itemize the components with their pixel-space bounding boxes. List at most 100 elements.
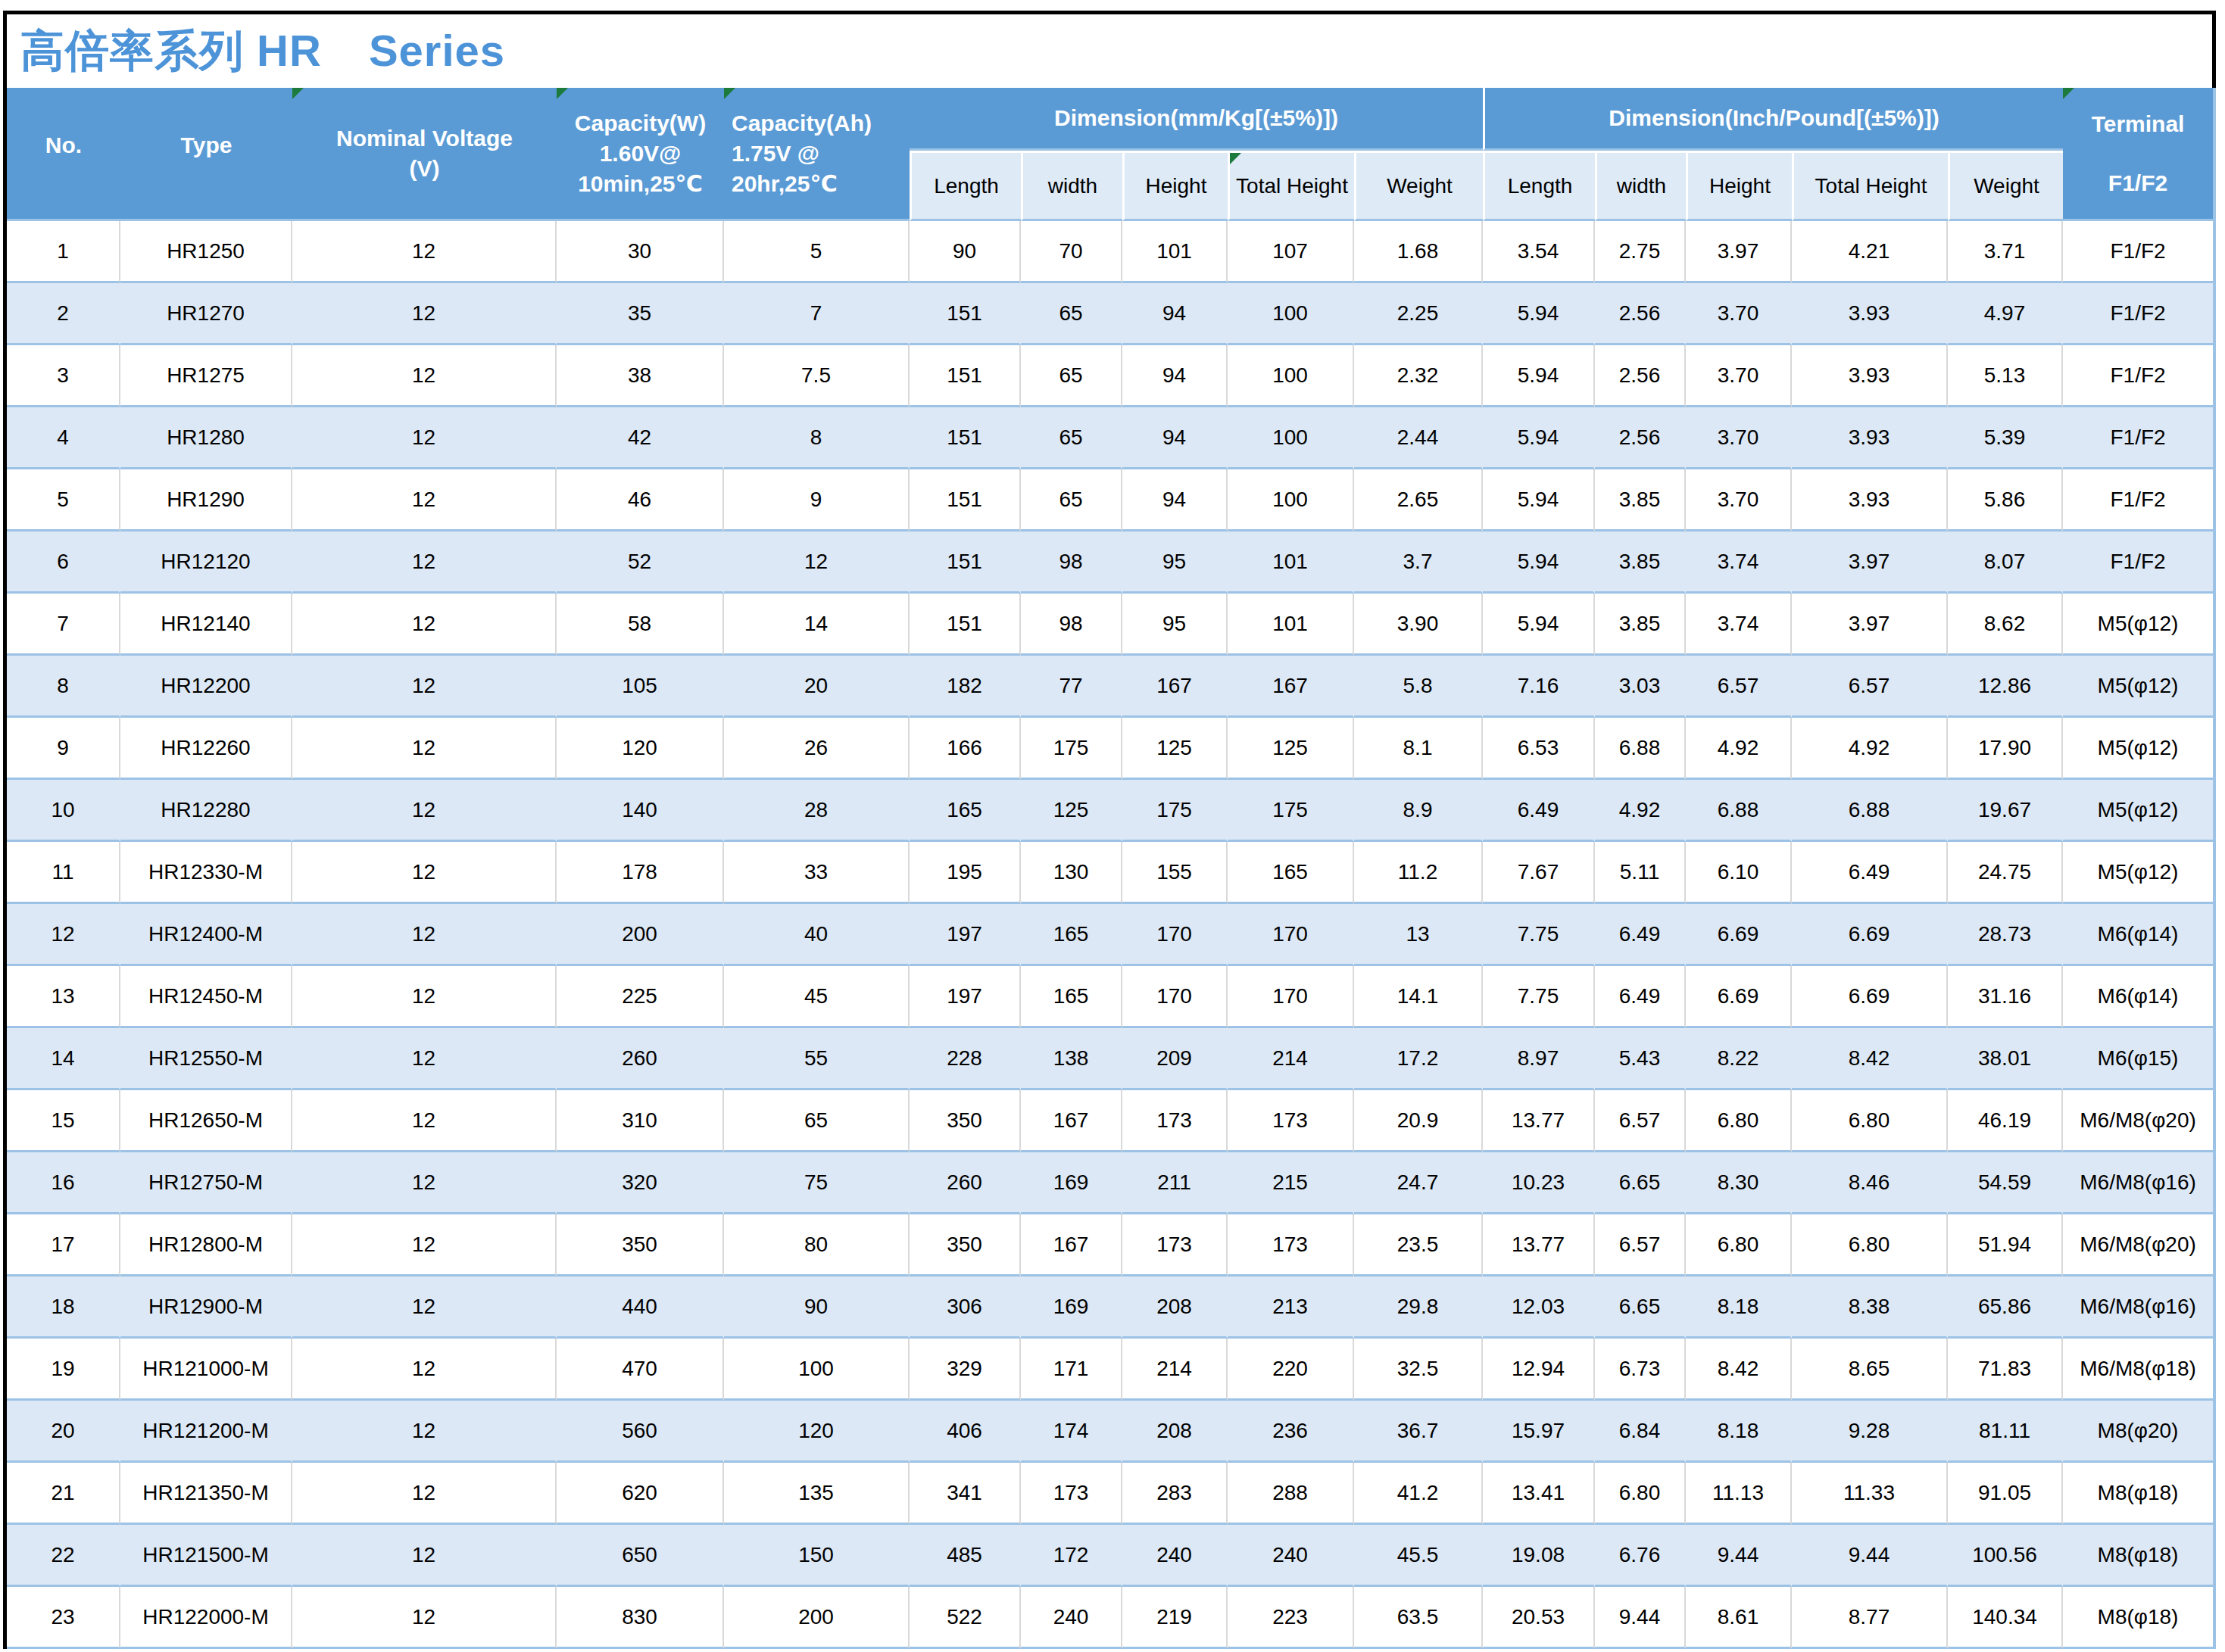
cell-nominal-voltage: 12	[292, 1276, 557, 1339]
cell-capacity-w: 620	[557, 1463, 724, 1525]
col-header-no: No.	[7, 88, 120, 221]
group-header-row: No. Type Nominal Voltage (V) Capacity(W)…	[7, 88, 2213, 151]
cell-length-mm: 406	[910, 1401, 1021, 1463]
cell-terminal: M5(φ12)	[2063, 718, 2213, 780]
cell-length-mm: 329	[910, 1339, 1021, 1401]
table-row: 16HR12750-M123207526016921121524.710.236…	[7, 1152, 2213, 1214]
cell-capacity-w: 310	[557, 1090, 724, 1152]
cell-type: HR122000-M	[120, 1587, 292, 1649]
cell-terminal: M5(φ12)	[2063, 656, 2213, 718]
cell-no: 15	[7, 1090, 120, 1152]
cell-capacity-ah: 80	[724, 1214, 910, 1276]
cell-capacity-w: 38	[557, 345, 724, 407]
cell-weight-pound: 31.16	[1948, 966, 2063, 1028]
cell-type: HR12650-M	[120, 1090, 292, 1152]
cell-length-mm: 341	[910, 1463, 1021, 1525]
table-row: 17HR12800-M123508035016717317323.513.776…	[7, 1214, 2213, 1276]
cell-no: 5	[7, 469, 120, 531]
cell-width-inch: 6.57	[1595, 1090, 1686, 1152]
cell-total-height-inch: 8.38	[1792, 1276, 1948, 1339]
cell-weight-pound: 5.39	[1948, 407, 2063, 469]
col-header-capacity-w: Capacity(W) 1.60V@ 10min,25℃	[557, 88, 724, 221]
cell-width-inch: 5.43	[1595, 1028, 1686, 1090]
cell-length-inch: 13.41	[1483, 1463, 1595, 1525]
cell-terminal: M5(φ12)	[2063, 594, 2213, 656]
cell-capacity-ah: 55	[724, 1028, 910, 1090]
cell-weight-kg: 32.5	[1354, 1339, 1483, 1401]
cell-height-mm: 101	[1122, 221, 1228, 283]
error-indicator-icon	[1230, 153, 1241, 164]
cell-total-height-mm: 236	[1228, 1401, 1354, 1463]
cell-total-height-mm: 170	[1228, 904, 1354, 966]
cell-no: 18	[7, 1276, 120, 1339]
cell-type: HR12900-M	[120, 1276, 292, 1339]
cell-total-height-mm: 100	[1228, 345, 1354, 407]
cell-width-inch: 4.92	[1595, 780, 1686, 842]
cell-total-height-mm: 167	[1228, 656, 1354, 718]
cell-no: 13	[7, 966, 120, 1028]
cell-capacity-w: 46	[557, 469, 724, 531]
cell-width-inch: 6.73	[1595, 1339, 1686, 1401]
cell-width-inch: 6.65	[1595, 1276, 1686, 1339]
table-row: 3HR127512387.515165941002.325.942.563.70…	[7, 345, 2213, 407]
cell-length-inch: 7.75	[1483, 904, 1595, 966]
cell-total-height-inch: 9.28	[1792, 1401, 1948, 1463]
cell-type: HR12260	[120, 718, 292, 780]
cell-nominal-voltage: 12	[292, 1587, 557, 1649]
cell-capacity-ah: 90	[724, 1276, 910, 1339]
cell-terminal: M5(φ12)	[2063, 780, 2213, 842]
cell-total-height-mm: 288	[1228, 1463, 1354, 1525]
cell-height-inch: 6.80	[1686, 1090, 1792, 1152]
cell-height-mm: 94	[1122, 345, 1228, 407]
cell-weight-pound: 46.19	[1948, 1090, 2063, 1152]
table-row: 6HR1212012521215198951013.75.943.853.743…	[7, 531, 2213, 594]
cell-length-inch: 7.67	[1483, 842, 1595, 904]
cell-height-inch: 3.70	[1686, 407, 1792, 469]
table-row: 21HR121350-M1262013534117328328841.213.4…	[7, 1463, 2213, 1525]
cell-width-inch: 6.57	[1595, 1214, 1686, 1276]
cell-capacity-w: 42	[557, 407, 724, 469]
cell-length-inch: 5.94	[1483, 469, 1595, 531]
cell-height-inch: 3.70	[1686, 283, 1792, 345]
cell-height-mm: 211	[1122, 1152, 1228, 1214]
cell-nominal-voltage: 12	[292, 345, 557, 407]
cell-capacity-w: 225	[557, 966, 724, 1028]
cell-length-inch: 7.16	[1483, 656, 1595, 718]
col-header-total-height-inch: Total Height	[1792, 151, 1948, 221]
cell-width-inch: 2.75	[1595, 221, 1686, 283]
cell-type: HR12450-M	[120, 966, 292, 1028]
cell-height-mm: 208	[1122, 1276, 1228, 1339]
cell-weight-kg: 63.5	[1354, 1587, 1483, 1649]
cell-total-height-inch: 11.33	[1792, 1463, 1948, 1525]
col-header-total-height-mm: Total Height	[1228, 151, 1354, 221]
cell-width-mm: 77	[1021, 656, 1122, 718]
cell-no: 16	[7, 1152, 120, 1214]
title-bar: 高倍率系列 HRSeries	[7, 14, 2216, 88]
cell-nominal-voltage: 12	[292, 1028, 557, 1090]
cell-width-inch: 6.80	[1595, 1463, 1686, 1525]
cell-length-inch: 6.49	[1483, 780, 1595, 842]
cell-height-mm: 209	[1122, 1028, 1228, 1090]
cell-height-inch: 8.42	[1686, 1339, 1792, 1401]
cell-type: HR12140	[120, 594, 292, 656]
cell-height-inch: 8.22	[1686, 1028, 1792, 1090]
cell-length-mm: 197	[910, 966, 1021, 1028]
cell-width-mm: 167	[1021, 1214, 1122, 1276]
cell-width-mm: 169	[1021, 1152, 1122, 1214]
nominal-voltage-line1: Nominal Voltage	[293, 123, 556, 154]
cell-height-inch: 6.88	[1686, 780, 1792, 842]
cell-no: 17	[7, 1214, 120, 1276]
cell-height-mm: 173	[1122, 1214, 1228, 1276]
cell-height-inch: 4.92	[1686, 718, 1792, 780]
cell-weight-pound: 140.34	[1948, 1587, 2063, 1649]
cell-height-inch: 11.13	[1686, 1463, 1792, 1525]
cell-height-mm: 208	[1122, 1401, 1228, 1463]
cell-width-mm: 65	[1021, 407, 1122, 469]
cell-height-mm: 95	[1122, 531, 1228, 594]
cell-total-height-mm: 101	[1228, 531, 1354, 594]
cell-total-height-mm: 223	[1228, 1587, 1354, 1649]
cell-length-inch: 7.75	[1483, 966, 1595, 1028]
cell-height-inch: 3.97	[1686, 221, 1792, 283]
capacity-w-line1: Capacity(W)	[557, 108, 723, 139]
terminal-line2: F1/F2	[2064, 154, 2212, 213]
